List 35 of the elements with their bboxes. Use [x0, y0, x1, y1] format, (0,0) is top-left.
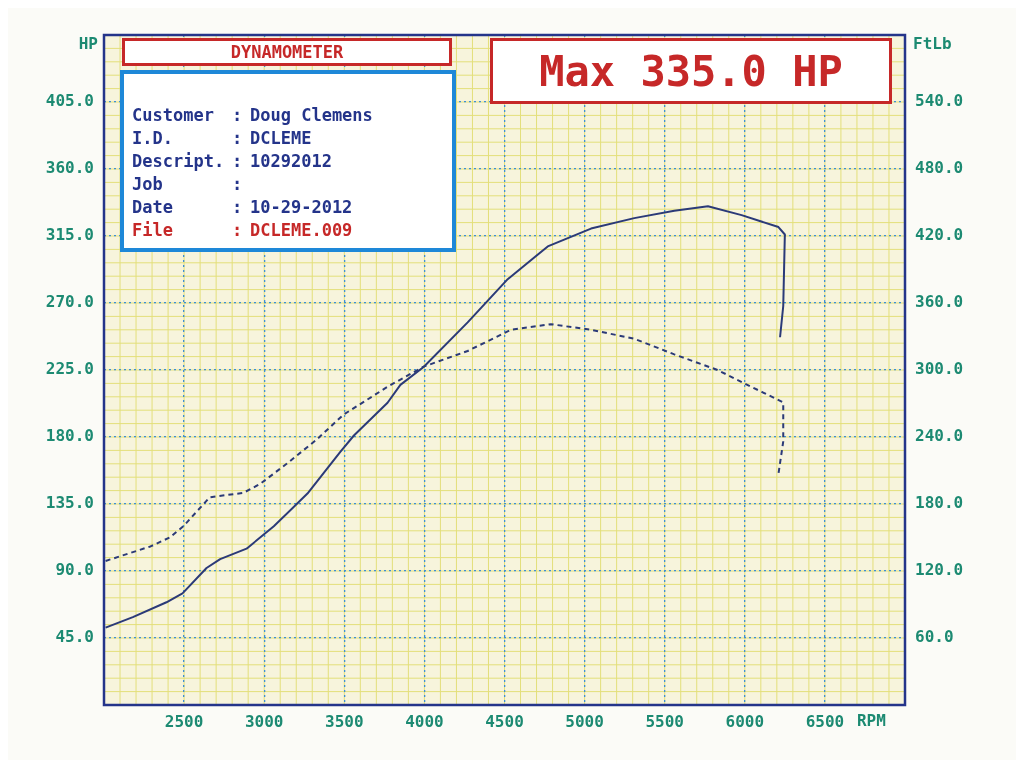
y-tick-label: 90.0	[55, 560, 94, 580]
y2-tick-label: 540.0	[915, 91, 964, 111]
y-tick-label: 180.0	[45, 426, 94, 446]
x-tick-label: 3000	[244, 711, 284, 731]
y-tick-label: 315.0	[45, 225, 94, 245]
x-tick-label: 6000	[725, 711, 765, 731]
y2-tick-label: 60.0	[915, 627, 954, 647]
y-tick-label: 225.0	[45, 359, 94, 379]
y2-tick-label: 180.0	[915, 493, 964, 513]
header-box: DYNAMOMETER	[122, 38, 452, 66]
info-box: Customer : Doug Clemens I.D. : DCLEME Descript. : 10292012 Job : Date : 10-29-2012 File : DCLEME.009	[120, 70, 456, 252]
y-tick-label: 360.0	[45, 158, 94, 178]
x-axis-title: RPM	[856, 711, 886, 731]
readout-box: Max 335.0 HP	[490, 38, 892, 104]
y-tick-label: 405.0	[45, 91, 94, 111]
y2-tick-label: 420.0	[915, 225, 964, 245]
x-tick-label: 4500	[485, 711, 524, 731]
annotation: Customer : Doug Clemens	[132, 104, 373, 127]
y2-tick-label: 480.0	[915, 158, 964, 178]
x-tick-label: 5000	[565, 711, 604, 731]
x-tick-label: 6500	[805, 711, 845, 731]
y2-tick-label: 240.0	[915, 426, 964, 446]
y-tick-label: 270.0	[45, 292, 94, 312]
y2-tick-label: 120.0	[915, 560, 964, 580]
x-tick-label: 5500	[645, 711, 684, 731]
y2-axis-title: FtLb	[913, 34, 952, 54]
x-tick-label: 3500	[325, 711, 364, 731]
y-tick-label: 135.0	[45, 493, 94, 513]
x-tick-label: 4000	[405, 711, 444, 731]
y-tick-label: 45.0	[55, 627, 94, 647]
annotation: Descript. : 10292012	[132, 150, 332, 173]
x-tick-label: 2500	[164, 711, 204, 731]
y-axis-title: HP	[78, 34, 98, 54]
y2-tick-label: 300.0	[915, 359, 964, 379]
y2-tick-label: 360.0	[915, 292, 964, 312]
